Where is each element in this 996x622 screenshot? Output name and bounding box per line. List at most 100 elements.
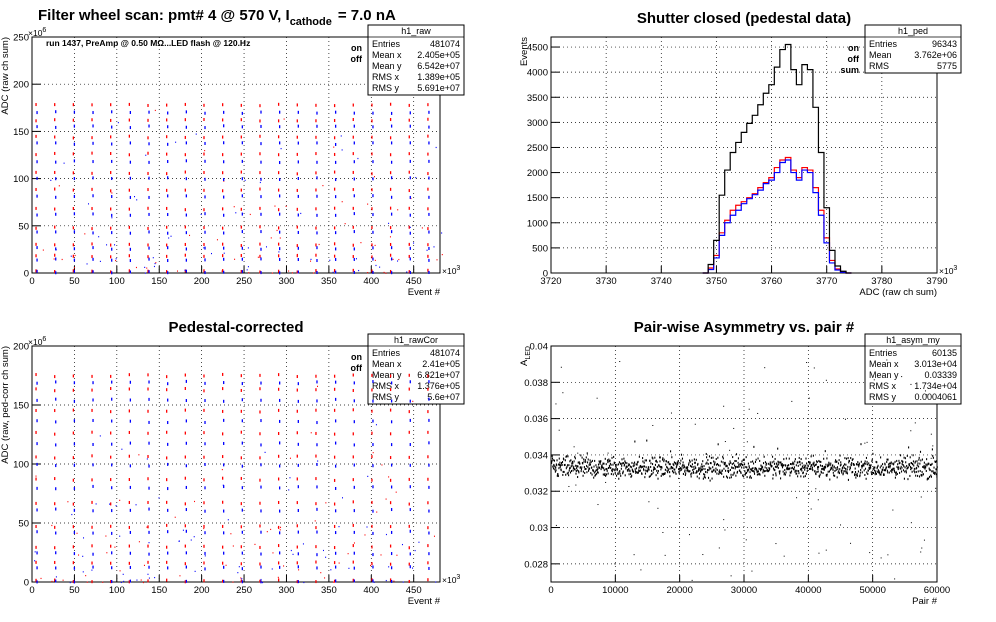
data-point bbox=[898, 459, 900, 462]
data-point-on bbox=[72, 206, 75, 210]
y-tick-label: 50 bbox=[18, 519, 29, 530]
data-point bbox=[897, 463, 899, 466]
data-point bbox=[597, 463, 600, 466]
data-point bbox=[593, 471, 595, 474]
data-point bbox=[645, 469, 647, 472]
data-point-off bbox=[92, 246, 94, 250]
data-point bbox=[799, 461, 801, 464]
data-point bbox=[654, 456, 656, 459]
data-point bbox=[820, 471, 822, 474]
data-point-on bbox=[259, 171, 261, 175]
x-tick-label: 3750 bbox=[706, 276, 727, 287]
data-point-off bbox=[428, 176, 430, 180]
data-point bbox=[677, 463, 679, 466]
series-line-sum bbox=[702, 43, 852, 274]
data-point-on bbox=[240, 225, 242, 229]
data-point bbox=[706, 471, 708, 474]
data-point-on bbox=[176, 270, 178, 272]
data-point-on bbox=[91, 242, 93, 246]
data-point-on bbox=[296, 253, 298, 256]
data-point-on bbox=[333, 104, 336, 108]
data-point bbox=[669, 475, 671, 478]
data-point bbox=[722, 461, 724, 464]
data-point bbox=[777, 447, 779, 450]
data-point-off bbox=[185, 258, 187, 262]
data-point-off bbox=[204, 555, 206, 557]
data-point bbox=[810, 455, 812, 458]
data-point-off bbox=[223, 178, 225, 182]
data-point-off bbox=[36, 141, 38, 145]
data-point-off bbox=[55, 125, 57, 129]
data-point-off bbox=[418, 541, 420, 543]
data-point bbox=[630, 466, 632, 469]
data-point-off bbox=[55, 110, 57, 114]
data-point bbox=[737, 457, 739, 460]
data-point-on bbox=[333, 408, 336, 412]
data-point bbox=[613, 468, 615, 471]
data-point-off bbox=[372, 194, 374, 198]
data-point-off bbox=[73, 247, 76, 251]
data-point bbox=[573, 465, 575, 468]
data-point bbox=[629, 470, 631, 473]
data-point-on bbox=[296, 580, 298, 584]
data-point-on bbox=[184, 524, 186, 528]
data-point bbox=[617, 463, 620, 466]
data-point bbox=[755, 468, 758, 471]
x-axis-exponent-power: 3 bbox=[456, 574, 460, 581]
data-point-off bbox=[428, 380, 430, 384]
data-point bbox=[854, 472, 856, 475]
data-point bbox=[870, 464, 872, 467]
data-point bbox=[822, 467, 824, 470]
data-point-on bbox=[427, 243, 429, 247]
data-point-off bbox=[223, 509, 225, 513]
data-point bbox=[660, 474, 662, 477]
data-point bbox=[758, 467, 760, 470]
data-point bbox=[898, 466, 900, 469]
data-point-off bbox=[185, 159, 187, 163]
data-point bbox=[846, 472, 849, 475]
data-point-off bbox=[148, 246, 150, 250]
data-point-on bbox=[203, 226, 205, 230]
data-point bbox=[906, 454, 908, 457]
data-point-off bbox=[385, 579, 387, 582]
data-point bbox=[775, 472, 777, 475]
data-point-on bbox=[352, 243, 354, 247]
data-point-on bbox=[166, 206, 168, 210]
data-point bbox=[675, 462, 677, 465]
data-point bbox=[628, 468, 630, 471]
data-point bbox=[594, 474, 596, 477]
data-point bbox=[621, 462, 623, 465]
data-point bbox=[593, 465, 595, 468]
data-point-on bbox=[184, 102, 186, 106]
data-point bbox=[708, 455, 711, 458]
data-point bbox=[742, 458, 744, 461]
data-point bbox=[553, 459, 555, 462]
data-point-on bbox=[110, 118, 112, 122]
data-point bbox=[686, 467, 688, 470]
data-point bbox=[684, 473, 686, 476]
data-point bbox=[832, 464, 834, 467]
data-point bbox=[746, 466, 748, 469]
data-point-on bbox=[184, 373, 186, 377]
data-point-off bbox=[260, 257, 262, 261]
data-point-off bbox=[390, 530, 393, 534]
data-point bbox=[802, 472, 804, 475]
data-point bbox=[650, 465, 652, 468]
data-point bbox=[747, 462, 749, 465]
data-point bbox=[768, 469, 770, 472]
data-point-off bbox=[111, 551, 113, 555]
x-tick-label: 200 bbox=[194, 276, 210, 287]
data-point bbox=[562, 473, 564, 476]
data-point-on bbox=[240, 103, 242, 107]
data-point bbox=[864, 460, 866, 463]
data-point bbox=[874, 473, 876, 476]
data-point-on bbox=[222, 579, 224, 583]
legend-entry-off: off bbox=[351, 363, 363, 373]
data-point bbox=[632, 465, 634, 468]
data-point bbox=[717, 456, 719, 459]
data-point-on bbox=[259, 270, 261, 274]
data-point-on bbox=[146, 267, 148, 269]
data-point-off bbox=[223, 463, 225, 467]
data-point bbox=[715, 458, 717, 461]
data-point bbox=[577, 465, 579, 468]
